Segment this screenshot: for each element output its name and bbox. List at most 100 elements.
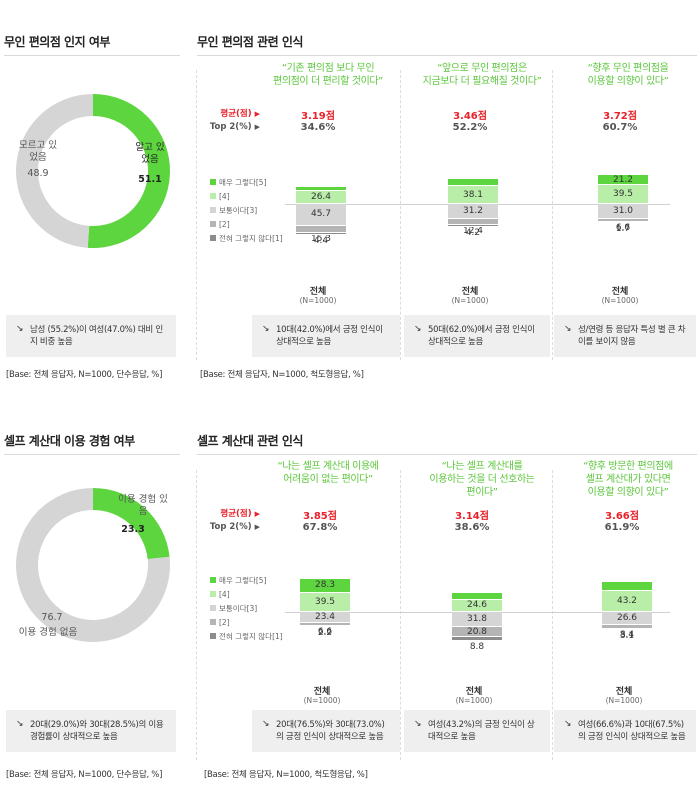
donut2-note: ↘ 20대(29.0%)와 30대(28.5%)의 이용 경험률이 상대적으로 … <box>6 710 176 752</box>
bar-segment <box>602 624 652 629</box>
legend-swatch <box>210 633 216 639</box>
bar-note-text: 여성(43.2%)의 긍정 인식이 상대적으로 높음 <box>428 720 535 742</box>
arrow-icon: ↘ <box>262 324 270 334</box>
bar-segment: 31.8 <box>452 612 502 628</box>
bar-segment <box>448 224 498 227</box>
bar-category-label: 전체 <box>461 287 479 297</box>
bar-n-label: (N=1000) <box>455 696 493 705</box>
bar-segment <box>602 628 652 631</box>
triangle-right-icon: ▶ <box>254 523 260 531</box>
arrow-icon: ↘ <box>414 719 422 729</box>
donut-chart-2 <box>15 488 170 642</box>
legend-swatch <box>210 221 216 227</box>
bar-segment-value: 21.2 <box>612 174 634 185</box>
donut2-label-b: 이용 경험 없음 <box>18 627 78 638</box>
bar-segment: 20.8 <box>452 627 502 637</box>
avg-value: 3.85점 <box>303 511 337 522</box>
arrow-icon: ↘ <box>16 324 24 334</box>
divider <box>4 55 180 56</box>
statement-2-1: “나는 셀프 계산대 이용에 어려움이 없는 편이다” <box>277 461 379 485</box>
legend-swatch <box>210 577 216 583</box>
bars2-base: [Base: 전체 응답자, N=1000, 척도형응답, %] <box>204 770 368 780</box>
divider <box>197 454 697 455</box>
legend-swatch <box>210 591 216 597</box>
bar-segment-value: 31.2 <box>462 206 484 216</box>
bar-segment-value: 12.4 <box>462 225 484 236</box>
bar-segment: 39.5 <box>598 185 648 204</box>
bar-segment: 24.6 <box>452 600 502 612</box>
bar-n-label: (N=1000) <box>605 696 643 705</box>
bar-segment-value: 28.3 <box>314 580 336 591</box>
column-separator <box>400 70 401 360</box>
column-separator <box>552 470 553 760</box>
legend-2: 매우 그렇다[5] [4] 보통이다[3] [2] 전혀 그렇지 않다[1] <box>210 576 283 646</box>
bar-segment-value: 4.4 <box>313 236 329 247</box>
bar-n-label: (N=1000) <box>299 296 337 305</box>
bar-segment <box>598 222 648 224</box>
bar-n-label: (N=1000) <box>601 296 639 305</box>
bar-segment-value: 39.5 <box>612 189 634 200</box>
legend-item: 전혀 그렇지 않다[1] <box>210 234 283 248</box>
bar-note-text: 성/연령 등 응답자 특성 별 큰 차이를 보이지 않음 <box>578 325 686 347</box>
arrow-icon: ↘ <box>16 719 24 729</box>
donut2-base: [Base: 전체 응답자, N=1000, 단수응답, %] <box>6 770 163 780</box>
bar-note: ↘ 20대(76.5%)와 30대(73.0%)의 긍정 인식이 상대적으로 높… <box>252 710 400 752</box>
bar-segment <box>300 623 350 627</box>
arrow-icon: ↘ <box>564 719 572 729</box>
donut1-value-b: 48.9 <box>27 168 49 179</box>
column-separator <box>196 470 197 760</box>
bar-segment <box>448 218 498 225</box>
avg-value: 3.19점 <box>301 111 335 122</box>
legend-swatch <box>210 235 216 241</box>
bar-note: ↘ 성/연령 등 응답자 특성 별 큰 차이를 보이지 않음 <box>554 315 696 357</box>
bar-segment-value: 2.2 <box>317 628 333 639</box>
bar-segment: 23.4 <box>300 612 350 624</box>
bar-segment-value: 1.7 <box>615 223 631 234</box>
bar-segment: 31.2 <box>448 204 498 219</box>
top2-label-2: Top 2(%) ▶ <box>209 522 260 532</box>
legend-item: 매우 그렇다[5] <box>210 576 283 590</box>
bar-segment-value: 26.6 <box>616 613 638 623</box>
bar-segment <box>452 637 502 642</box>
bar-segment-value: 31.8 <box>466 614 488 624</box>
bar-segment-value: 38.1 <box>462 189 484 200</box>
donut2-title: 셀프 계산대 이용 경험 여부 <box>4 434 135 448</box>
bar-segment: 45.7 <box>296 204 346 226</box>
arrow-icon: ↘ <box>414 324 422 334</box>
donut2-label-a: 이용 경험 있음 <box>118 494 168 517</box>
donut2-value-b: 76.7 <box>41 612 63 623</box>
bar-segment-value: 39.5 <box>314 597 336 608</box>
bar-note-text: 10대(42.0%)에서 긍정 인식이 상대적으로 높음 <box>276 325 383 347</box>
donut-chart-1 <box>16 94 171 249</box>
legend-item: 전혀 그렇지 않다[1] <box>210 632 283 646</box>
bar-segment: 43.2 <box>602 591 652 612</box>
bar-n-label: (N=1000) <box>303 696 341 705</box>
top2-value: 52.2% <box>452 122 488 133</box>
top2-label-1: Top 2(%) ▶ <box>209 122 260 132</box>
column-separator <box>400 470 401 760</box>
triangle-right-icon: ▶ <box>254 123 260 131</box>
bar-note-text: 20대(76.5%)와 30대(73.0%)의 긍정 인식이 상대적으로 높음 <box>276 720 385 742</box>
donut-slice-2 <box>16 94 93 248</box>
legend-swatch <box>210 605 216 611</box>
bar-segment-value: 4.2 <box>465 227 481 238</box>
legend-item: [2] <box>210 220 283 234</box>
bar-category-label: 전체 <box>615 687 633 697</box>
legend-item: 매우 그렇다[5] <box>210 178 283 192</box>
statement-1-1: “기존 편의점 보다 무인 편의점이 더 편리할 것이다” <box>273 63 383 87</box>
legend-swatch <box>210 619 216 625</box>
avg-value: 3.14점 <box>455 511 489 522</box>
donut-slice-1 <box>87 94 171 249</box>
donut2-value-a: 23.3 <box>121 524 145 535</box>
bar-segment <box>598 218 648 223</box>
legend-item: [4] <box>210 192 283 206</box>
bar-category-label: 전체 <box>611 287 629 297</box>
legend-swatch <box>210 207 216 213</box>
avg-value: 3.46점 <box>453 111 487 122</box>
bar-segment-value: 3.1 <box>619 631 635 642</box>
donut1-label-b: 모르고 있었음 <box>19 140 57 163</box>
bar-note-text: 50대(62.0%)에서 긍정 인식이 상대적으로 높음 <box>428 325 535 347</box>
donut1-note: ↘ 남성 (55.2%)이 여성(47.0%) 대비 인지 비중 높음 <box>6 315 176 357</box>
bar-category-label: 전체 <box>309 287 327 297</box>
bar-segment: 31.0 <box>598 204 648 219</box>
